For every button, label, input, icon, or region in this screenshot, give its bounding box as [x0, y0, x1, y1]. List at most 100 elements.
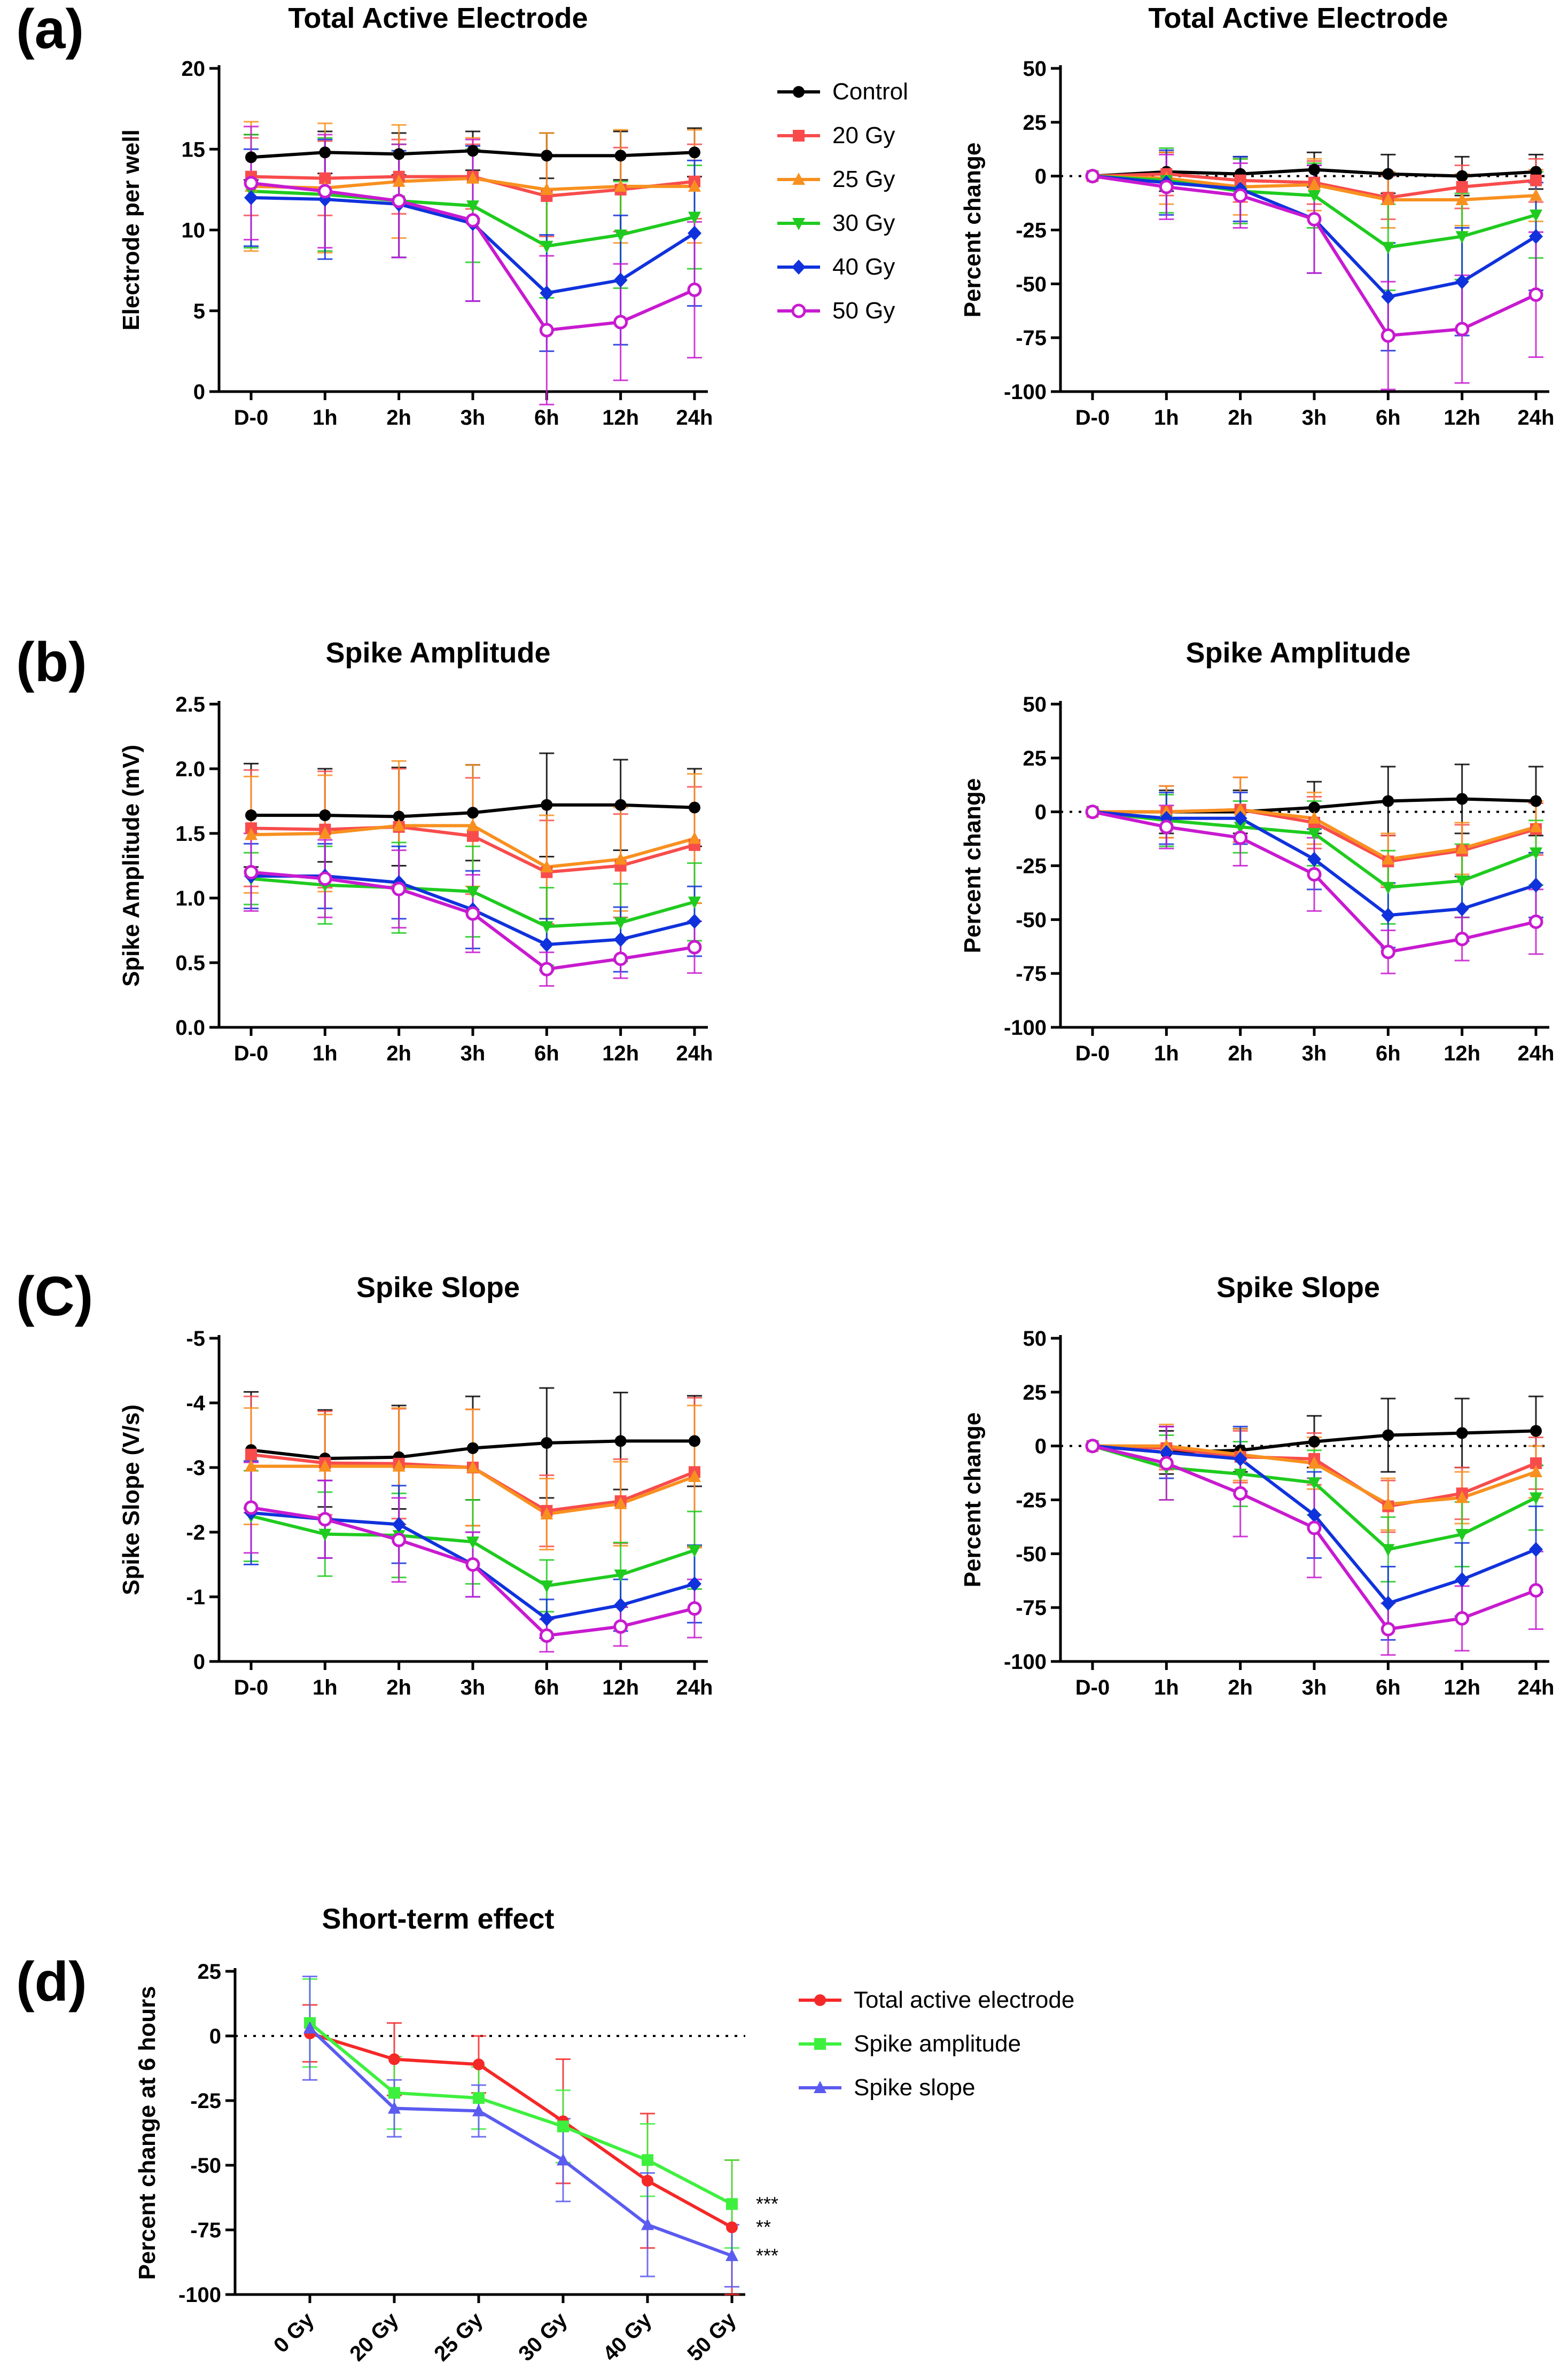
- y-tick-label-c2: 25: [1023, 1381, 1047, 1404]
- data-point-control: [689, 1435, 700, 1447]
- data-point-25-gy: [318, 1459, 332, 1472]
- series-50-gy-b2: [1159, 805, 1543, 974]
- y-tick-label-b1: 2.5: [175, 693, 205, 716]
- series-50-gy-c2: [1159, 1425, 1543, 1656]
- data-point-40-gy: [540, 1611, 554, 1627]
- data-point-30-gy: [1455, 875, 1469, 888]
- x-tick-label-b2: 12h: [1444, 1042, 1480, 1065]
- x-tick-label-b1: 3h: [461, 1042, 486, 1065]
- chart-c-percent: Spike Slope -100 -75 -50 -25 0 25 50 Percent cha…: [959, 1271, 1554, 1699]
- x-tick-label-b1: 1h: [313, 1042, 338, 1065]
- y-tick-label-a2: -25: [1016, 219, 1047, 243]
- data-point-50-gy: [465, 1557, 480, 1572]
- x-tick-label-a2: 3h: [1302, 406, 1327, 430]
- x-tick-label-c2: 6h: [1376, 1676, 1401, 1699]
- data-point-25-gy: [1530, 820, 1542, 832]
- data-point-50-gy: [392, 881, 407, 896]
- data-point-40-gy: [1455, 901, 1469, 917]
- x-tick-label-b2: 2h: [1228, 1042, 1253, 1065]
- data-point-25-gy: [245, 828, 258, 840]
- x-tick-label-c2: 12h: [1444, 1676, 1480, 1699]
- data-point-30-gy: [614, 229, 627, 242]
- data-point-25-gy: [466, 1461, 479, 1473]
- legend-item-total-active: Total active electrode: [799, 1987, 1074, 2013]
- data-point-25-gy: [688, 1469, 701, 1482]
- data-point-25-gy: [392, 1459, 405, 1472]
- x-tick-label-b1: D-0: [234, 1042, 268, 1065]
- y-tick-label-c1: -3: [186, 1456, 205, 1480]
- data-point-50-gy: [392, 1533, 407, 1548]
- legend-label-spike-slope: Spike slope: [854, 2074, 975, 2101]
- significance-annotation: ***: [756, 2193, 778, 2215]
- legend-item-30gy: 30 Gy: [777, 210, 895, 236]
- data-point-25-gy: [1308, 811, 1321, 824]
- data-point-25-gy: [614, 852, 627, 865]
- y-tick-label-c2: -75: [1016, 1596, 1047, 1620]
- data-point-20-gy: [1456, 181, 1468, 193]
- chart-title-a2: Total Active Electrode: [1148, 2, 1448, 34]
- y-tick-label-c1: -2: [186, 1521, 205, 1544]
- x-tick-label-b2: 24h: [1518, 1042, 1555, 1065]
- legend-item-25gy: 25 Gy: [777, 166, 895, 192]
- series-25-gy-b2: [1159, 776, 1543, 886]
- data-point-50-gy: [317, 1512, 332, 1527]
- legend-symbol-spike-amplitude: [814, 2038, 826, 2050]
- data-point-control: [467, 1442, 479, 1454]
- panel-label-d: (d): [16, 1951, 87, 2013]
- y-tick-label-a2: 0: [1035, 165, 1047, 189]
- chart-b-percent: Spike Amplitude -100 -75 -50 -25 0 25 50 Percent…: [959, 637, 1554, 1065]
- chart-title-a1: Total Active Electrode: [288, 2, 588, 34]
- data-point-50-gy: [1528, 1583, 1543, 1598]
- y-tick-label-b1: 1.0: [175, 887, 205, 910]
- data-point-25-gy: [688, 831, 701, 844]
- data-point-spike-amplitude: [642, 2154, 653, 2166]
- chart-d-short-term: Short-term effect -100 -75 -50 -25 0 25 Percent…: [134, 1903, 778, 2366]
- data-point-30-gy: [688, 896, 701, 909]
- y-tick-label-b1: 2.0: [175, 758, 205, 781]
- series-line-spike-amplitude: [309, 2022, 733, 2206]
- x-tick-label-d: 30 Gy: [514, 2308, 572, 2366]
- y-tick-label-c1: -1: [186, 1586, 205, 1609]
- x-tick-label-a2: D-0: [1075, 406, 1110, 430]
- y-tick-label-d: -75: [190, 2219, 221, 2242]
- data-point-40-gy: [688, 225, 701, 241]
- data-point-50-gy: [613, 315, 628, 330]
- data-point-25-gy: [245, 1459, 258, 1472]
- data-point-40-gy: [1307, 1507, 1321, 1523]
- data-point-30-gy: [540, 1580, 553, 1593]
- legend-marker-25gy: [777, 173, 820, 185]
- x-tick-label-a2: 12h: [1444, 406, 1480, 430]
- data-point-50-gy: [613, 951, 628, 966]
- significance-annotation: ***: [756, 2244, 778, 2266]
- data-point-25-gy: [688, 179, 701, 192]
- data-point-25-gy: [466, 818, 479, 831]
- x-tick-label-b2: 1h: [1154, 1042, 1179, 1065]
- data-point-25-gy: [540, 860, 553, 872]
- data-point-control: [245, 151, 257, 163]
- y-tick-label-a2: -100: [1004, 380, 1047, 404]
- x-tick-label-d: 25 Gy: [430, 2308, 488, 2366]
- chart-a-percent: Total Active Electrode -100 -75 -50 -25 0 25 50…: [959, 2, 1554, 430]
- data-point-control: [1456, 1427, 1468, 1439]
- data-point-25-gy: [1308, 177, 1321, 190]
- legend-label-total-active: Total active electrode: [854, 1987, 1074, 2013]
- data-point-spike-amplitude: [557, 2120, 569, 2133]
- legend-marker-spike-amplitude: [799, 2038, 841, 2050]
- data-point-25-gy: [1382, 852, 1395, 865]
- data-point-40-gy: [392, 1517, 406, 1532]
- y-tick-label-d: 0: [209, 2025, 221, 2048]
- x-tick-label-c2: 2h: [1228, 1676, 1253, 1699]
- x-tick-label-c1: 2h: [386, 1676, 411, 1699]
- data-point-40-gy: [1529, 1542, 1543, 1557]
- data-point-50-gy: [1307, 867, 1322, 882]
- data-point-30-gy: [1308, 1477, 1321, 1490]
- x-tick-label-c1: 12h: [602, 1676, 639, 1699]
- series-40-gy-a2: [1159, 149, 1543, 352]
- x-tick-label-d: 20 Gy: [345, 2308, 403, 2366]
- data-point-spike-slope: [557, 2153, 570, 2166]
- y-tick-label-d: 25: [198, 1960, 222, 1984]
- data-point-25-gy: [614, 179, 627, 192]
- data-point-25-gy: [1530, 188, 1542, 201]
- data-point-25-gy: [318, 826, 332, 839]
